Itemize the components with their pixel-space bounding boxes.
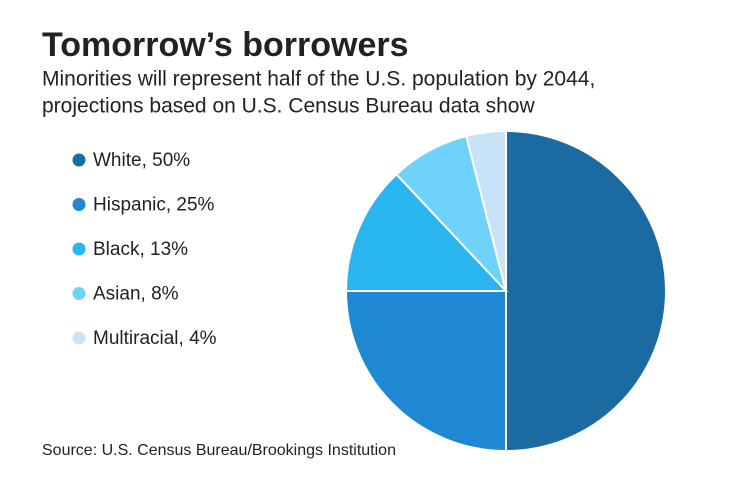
chart-subtitle: Minorities will represent half of the U.… <box>42 68 595 91</box>
legend-label: Multiracial, 4% <box>93 328 217 349</box>
legend-label: White, 50% <box>93 150 190 171</box>
pie-slice <box>344 172 509 292</box>
legend-marker <box>72 287 86 300</box>
pie-slice <box>464 129 507 292</box>
pie-slice <box>505 129 667 453</box>
legend-marker <box>72 198 86 211</box>
chart-title: Tomorrow’s borrowers <box>42 26 409 64</box>
legend-label: Black, 13% <box>93 239 188 260</box>
legend-marker <box>72 153 86 167</box>
pie-slice <box>344 290 507 453</box>
legend-marker <box>72 331 86 345</box>
source-note: Source: U.S. Census Bureau/Brookings Ins… <box>42 442 396 459</box>
legend-marker <box>72 242 86 256</box>
legend-label: Hispanic, 25% <box>93 195 215 216</box>
chart-subtitle: projections based on U.S. Census Bureau … <box>42 95 535 118</box>
legend-label: Asian, 8% <box>93 284 179 305</box>
